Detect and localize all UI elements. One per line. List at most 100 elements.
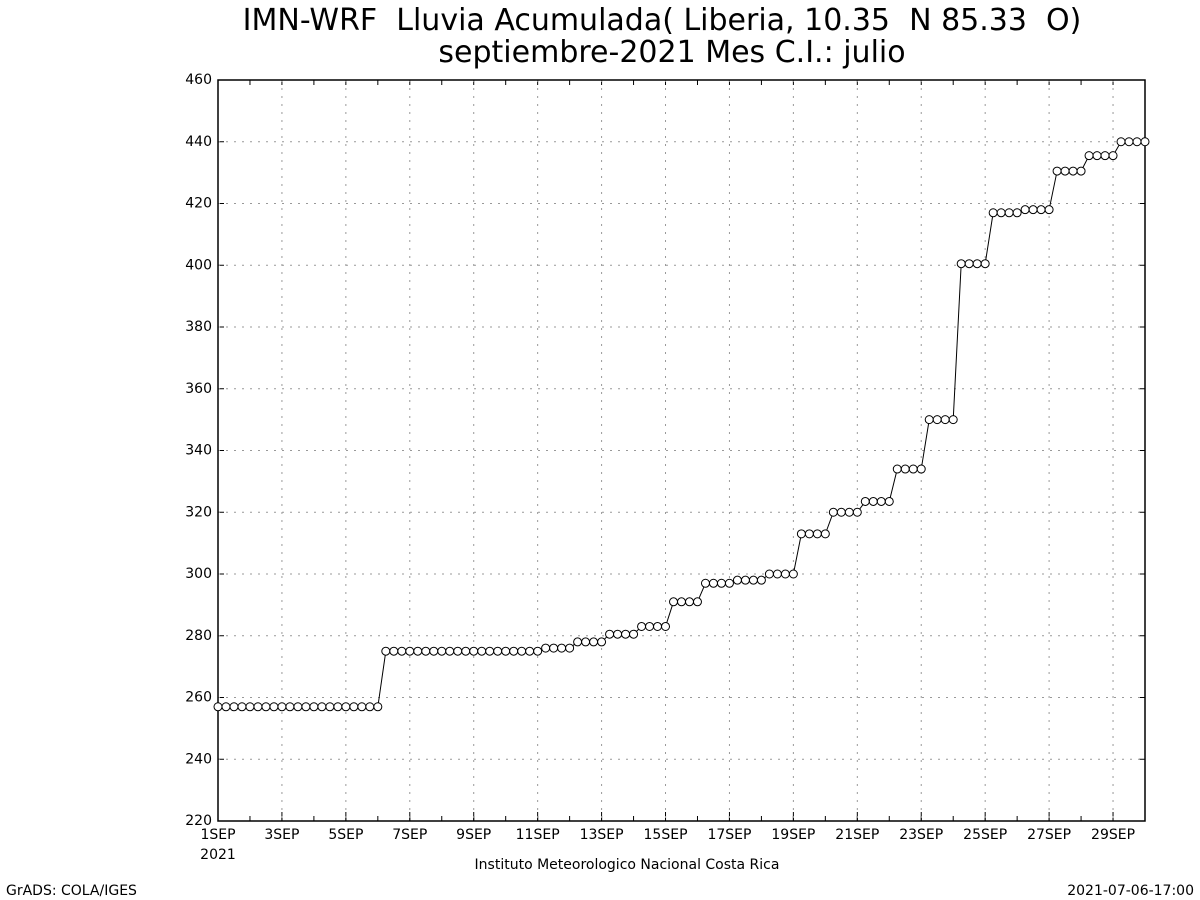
data-point bbox=[309, 702, 319, 712]
data-point bbox=[429, 646, 439, 656]
data-point bbox=[1124, 137, 1134, 147]
data-point bbox=[485, 646, 495, 656]
data-point bbox=[373, 702, 383, 712]
data-point bbox=[916, 464, 926, 474]
data-point bbox=[413, 646, 423, 656]
y-tick-label: 260 bbox=[185, 690, 212, 706]
y-tick-label: 460 bbox=[185, 72, 212, 88]
data-point bbox=[621, 629, 631, 639]
data-point bbox=[389, 646, 399, 656]
plot-frame bbox=[217, 79, 1146, 822]
data-point bbox=[1084, 151, 1094, 161]
data-point bbox=[1068, 166, 1078, 176]
data-point bbox=[884, 496, 894, 506]
footer-left: GrADS: COLA/IGES bbox=[6, 883, 137, 899]
data-point bbox=[677, 597, 686, 607]
data-point bbox=[772, 569, 782, 579]
data-point bbox=[844, 507, 854, 517]
data-point bbox=[732, 575, 742, 585]
data-point bbox=[541, 643, 551, 653]
data-point bbox=[437, 646, 447, 656]
data-point bbox=[669, 597, 679, 607]
data-point bbox=[573, 637, 583, 647]
data-point bbox=[525, 646, 535, 656]
data-point bbox=[301, 702, 311, 712]
data-point bbox=[708, 578, 718, 588]
x-tick-label: 9SEP bbox=[456, 827, 491, 843]
data-point bbox=[948, 415, 958, 425]
y-tick-label: 220 bbox=[185, 813, 212, 829]
data-point bbox=[820, 529, 830, 539]
x-tick-label: 13SEP bbox=[580, 827, 624, 843]
data-point bbox=[261, 702, 271, 712]
data-point bbox=[932, 415, 942, 425]
data-point bbox=[213, 702, 223, 712]
data-point bbox=[605, 629, 615, 639]
data-point bbox=[549, 643, 559, 653]
data-point bbox=[589, 637, 599, 647]
data-point bbox=[421, 646, 431, 656]
data-point bbox=[597, 637, 607, 647]
data-point bbox=[836, 507, 846, 517]
data-point bbox=[980, 259, 990, 269]
chart-subtitle: septiembre-2021 Mes C.I.: julio bbox=[438, 35, 905, 70]
chart-title: IMN-WRF Lluvia Acumulada( Liberia, 10.35… bbox=[243, 3, 1082, 38]
y-tick-label: 320 bbox=[185, 504, 212, 520]
x-tick-label: 21SEP bbox=[835, 827, 879, 843]
data-point bbox=[692, 597, 702, 607]
data-point bbox=[796, 529, 806, 539]
data-point bbox=[493, 646, 503, 656]
data-point bbox=[868, 496, 878, 506]
y-tick-label: 380 bbox=[185, 319, 212, 335]
data-point bbox=[1036, 205, 1046, 215]
data-point bbox=[277, 702, 287, 712]
data-point bbox=[1060, 166, 1070, 176]
data-point bbox=[1052, 166, 1062, 176]
data-point bbox=[892, 464, 902, 474]
data-point bbox=[613, 629, 623, 639]
data-point bbox=[581, 637, 591, 647]
data-point bbox=[1028, 205, 1038, 215]
data-point bbox=[325, 702, 335, 712]
data-point bbox=[269, 702, 279, 712]
footer-right: 2021-07-06-17:00 bbox=[1067, 883, 1194, 899]
data-point bbox=[924, 415, 934, 425]
x-tick-label: 11SEP bbox=[516, 827, 560, 843]
data-point bbox=[397, 646, 407, 656]
x-tick-label: 25SEP bbox=[963, 827, 1007, 843]
x-tick-label: 5SEP bbox=[328, 827, 363, 843]
data-point bbox=[637, 621, 647, 631]
data-point bbox=[557, 643, 567, 653]
data-point bbox=[812, 529, 822, 539]
data-point bbox=[996, 208, 1006, 218]
data-point bbox=[764, 569, 774, 579]
data-point bbox=[445, 646, 455, 656]
data-point bbox=[780, 569, 790, 579]
x-axis-label: Instituto Meteorologico Nacional Costa R… bbox=[475, 857, 780, 873]
data-point bbox=[684, 597, 694, 607]
data-point bbox=[565, 643, 575, 653]
x-tick-label: 15SEP bbox=[644, 827, 688, 843]
x-tick-label: 29SEP bbox=[1091, 827, 1135, 843]
data-point bbox=[828, 507, 838, 517]
data-point bbox=[860, 496, 870, 506]
data-point bbox=[700, 578, 710, 588]
data-point bbox=[469, 646, 479, 656]
data-point bbox=[852, 507, 862, 517]
x-year-label: 2021 bbox=[200, 847, 236, 863]
data-point bbox=[716, 578, 726, 588]
data-point bbox=[988, 208, 998, 218]
data-point bbox=[908, 464, 918, 474]
data-point bbox=[645, 621, 655, 631]
data-line bbox=[218, 141, 1145, 708]
data-point bbox=[285, 702, 295, 712]
data-point bbox=[788, 569, 798, 579]
data-point bbox=[1020, 205, 1030, 215]
x-tick-label: 17SEP bbox=[707, 827, 751, 843]
data-point bbox=[900, 464, 910, 474]
y-tick-label: 280 bbox=[185, 628, 212, 644]
data-point bbox=[653, 621, 663, 631]
data-point bbox=[940, 415, 950, 425]
y-tick-label: 400 bbox=[185, 257, 212, 273]
